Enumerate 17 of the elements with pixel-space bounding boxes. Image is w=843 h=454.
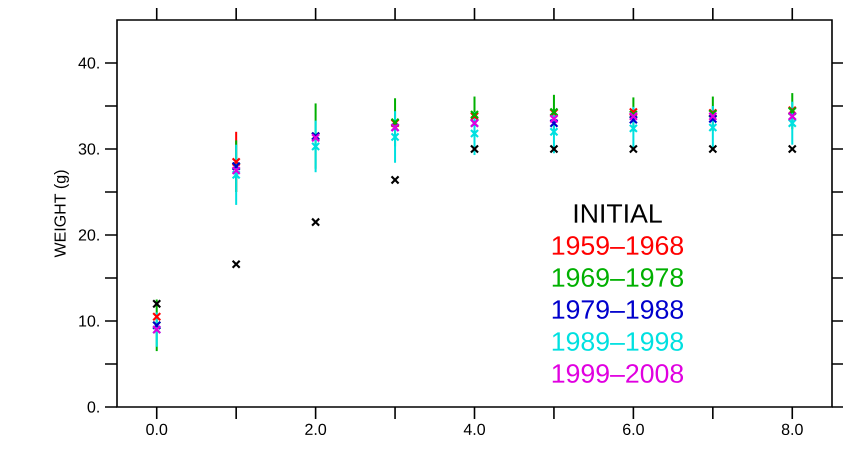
text: INITIAL [574,204,662,223]
text: 1979–1988 [552,300,684,319]
text: 1959–1968 [552,236,684,255]
y-tick-label: 20. [78,229,99,241]
y-tick-label: 10. [79,315,99,327]
text: 1969–1978 [552,268,684,287]
text: 1999–2008 [552,364,684,383]
x-tick-label: 0.0 [146,424,168,436]
x-tick-label: 4.0 [464,424,485,436]
y-tick-label: 30. [78,143,99,155]
y-tick-label: 0. [88,401,99,413]
text: 1989–1998 [552,332,684,351]
x-tick-label: 8.0 [782,424,803,436]
y-axis-title: WEIGHT (g) [54,170,69,258]
x-tick-label: 6.0 [623,424,644,436]
y-tick-label: 40. [78,57,99,69]
x-tick-label: 2.0 [305,424,326,436]
